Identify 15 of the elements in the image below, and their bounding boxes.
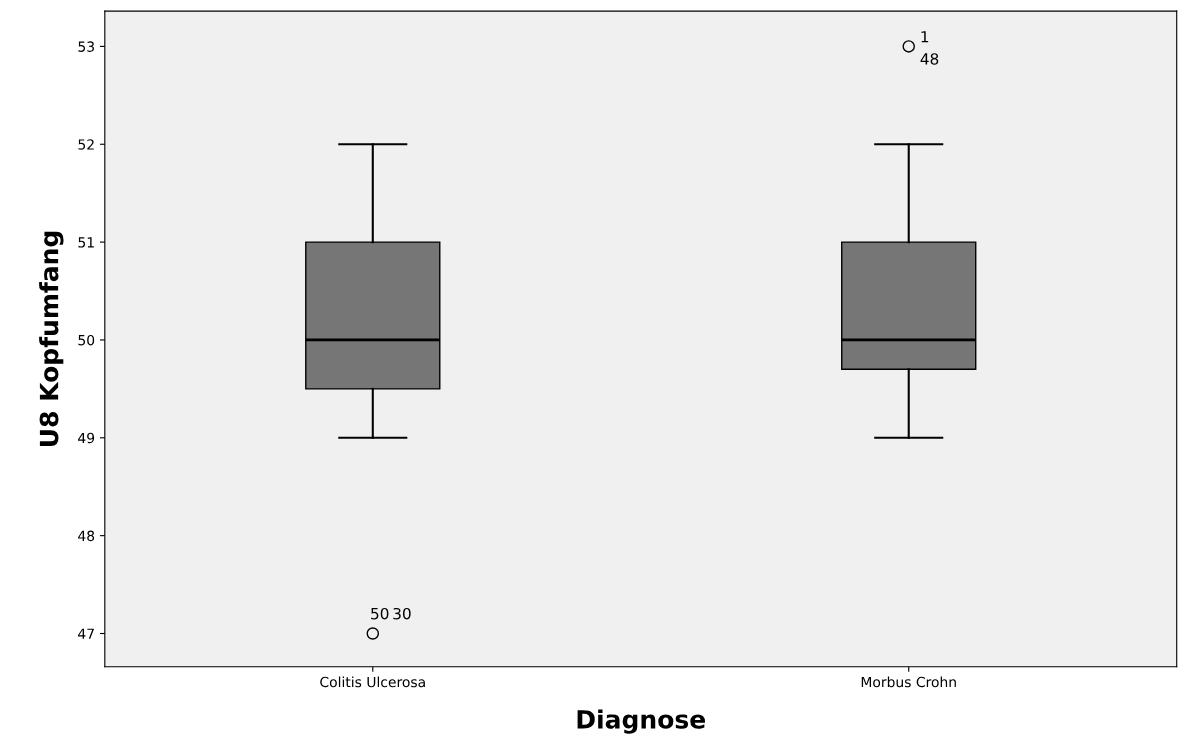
y-tick-label: 49 [78,432,95,444]
x-axis-title: Diagnose [577,709,705,734]
y-tick-label: 52 [78,139,94,150]
x-tick-label: Colitis Ulcerosa [320,676,425,688]
y-tick-label: 47 [78,628,94,639]
annotation: 48 [920,53,939,65]
annotation: 30 [393,607,411,620]
y-tick-label: 48 [78,530,95,542]
y-tick-label: 53 [78,41,94,52]
y-axis-title: U8 Kopfumfang [39,231,64,446]
x-tick-label: Morbus Crohn [861,676,956,688]
y-tick-label: 51 [78,237,94,248]
y-tick-label: 50 [78,334,95,346]
annotation: 50 [371,607,389,620]
annotation: 1 [921,31,929,43]
